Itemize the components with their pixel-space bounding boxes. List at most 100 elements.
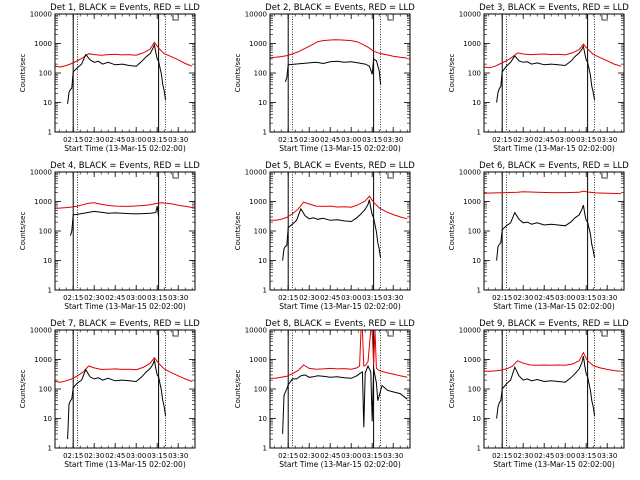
y-tick-label: 10 xyxy=(258,99,267,107)
chart-panel-3: Det 3, BLACK = Events, RED = LLD Counts/s… xyxy=(448,3,629,153)
x-tick-label: 02:15 xyxy=(492,452,512,460)
y-tick-label: 10 xyxy=(258,415,267,423)
x-tick-label: 02:45 xyxy=(534,294,554,302)
events-series-line xyxy=(496,44,596,103)
y-tick-label: 1 xyxy=(48,445,52,453)
y-tick-label: 1 xyxy=(477,129,481,137)
x-tick-label: 03:15 xyxy=(576,452,596,460)
chart-title: Det 9, BLACK = Events, RED = LLD xyxy=(479,319,629,329)
x-tick-label: 03:15 xyxy=(147,294,167,302)
x-tick-label: 03:00 xyxy=(555,452,575,460)
events-series-line xyxy=(69,205,160,236)
chart-title: Det 2, BLACK = Events, RED = LLD xyxy=(265,3,415,13)
chart-title: Det 5, BLACK = Events, RED = LLD xyxy=(265,161,415,171)
chart-panel-1: Det 1, BLACK = Events, RED = LLD Counts/s… xyxy=(19,3,200,153)
x-tick-label: 03:15 xyxy=(576,136,596,144)
events-series-line xyxy=(496,355,596,419)
x-tick-label: 02:15 xyxy=(63,136,83,144)
corner-bracket-mark xyxy=(601,173,608,179)
y-axis-label: Counts/sec xyxy=(448,54,456,93)
y-tick-label: 100 xyxy=(254,70,267,78)
plot-frame xyxy=(54,329,196,449)
y-tick-label: 100 xyxy=(468,228,481,236)
x-tick-label: 03:00 xyxy=(126,136,146,144)
x-tick-label: 02:15 xyxy=(278,136,298,144)
plot-frame xyxy=(483,13,625,133)
y-tick-label: 10 xyxy=(43,257,52,265)
lld-series-line xyxy=(484,190,622,195)
x-tick-label: 02:15 xyxy=(278,294,298,302)
chart-panel-9: Det 9, BLACK = Events, RED = LLD Counts/s… xyxy=(448,319,629,469)
y-tick-label: 1000 xyxy=(34,356,52,364)
x-tick-label: 03:00 xyxy=(341,452,361,460)
lld-series-line xyxy=(55,202,195,209)
x-tick-label: 03:30 xyxy=(383,136,403,144)
x-axis-label: Start Time (13-Mar-15 02:02:00) xyxy=(279,144,401,153)
x-tick-label: 03:15 xyxy=(147,452,167,460)
x-tick-label: 02:30 xyxy=(513,452,533,460)
x-tick-label: 02:15 xyxy=(492,136,512,144)
chart-title: Det 7, BLACK = Events, RED = LLD xyxy=(50,319,200,329)
x-tick-label: 03:00 xyxy=(126,294,146,302)
x-tick-label: 02:30 xyxy=(84,452,104,460)
x-tick-label: 03:30 xyxy=(168,452,188,460)
y-tick-label: 10000 xyxy=(459,11,481,19)
events-series-line xyxy=(496,205,596,261)
y-tick-label: 10000 xyxy=(30,169,52,177)
x-axis-label: Start Time (13-Mar-15 02:02:00) xyxy=(279,302,401,311)
plot-frame xyxy=(269,13,411,133)
y-tick-label: 1 xyxy=(477,287,481,295)
x-tick-label: 02:45 xyxy=(534,452,554,460)
y-axis-label: Counts/sec xyxy=(234,54,242,93)
y-tick-label: 10 xyxy=(472,257,481,265)
y-tick-label: 100 xyxy=(468,386,481,394)
chart-title: Det 4, BLACK = Events, RED = LLD xyxy=(50,161,200,171)
corner-bracket-mark xyxy=(601,15,608,21)
y-tick-label: 100 xyxy=(254,386,267,394)
plot-frame xyxy=(269,171,411,291)
x-axis-label: Start Time (13-Mar-15 02:02:00) xyxy=(493,460,615,469)
y-tick-label: 1000 xyxy=(463,198,481,206)
plot-area xyxy=(55,330,193,448)
x-tick-label: 02:30 xyxy=(84,294,104,302)
x-tick-label: 03:30 xyxy=(597,136,617,144)
plot-area xyxy=(484,172,622,290)
x-tick-label: 02:30 xyxy=(299,294,319,302)
y-tick-label: 10000 xyxy=(245,11,267,19)
y-tick-label: 100 xyxy=(468,70,481,78)
events-series-line xyxy=(282,364,408,434)
x-tick-label: 03:30 xyxy=(168,136,188,144)
x-tick-label: 03:15 xyxy=(362,452,382,460)
corner-bracket-mark xyxy=(172,173,179,179)
x-tick-label: 02:15 xyxy=(63,294,83,302)
plot-frame xyxy=(483,171,625,291)
x-tick-label: 02:15 xyxy=(63,452,83,460)
lld-series-line xyxy=(270,39,408,59)
x-tick-label: 03:30 xyxy=(597,294,617,302)
y-tick-label: 100 xyxy=(39,386,52,394)
corner-bracket-mark xyxy=(172,331,179,337)
plot-area xyxy=(55,172,195,290)
chart-panel-7: Det 7, BLACK = Events, RED = LLD Counts/s… xyxy=(19,319,200,469)
y-tick-label: 10 xyxy=(43,415,52,423)
y-axis-label: Counts/sec xyxy=(234,370,242,409)
x-tick-label: 02:45 xyxy=(105,452,125,460)
x-tick-label: 03:15 xyxy=(147,136,167,144)
plot-frame xyxy=(54,13,196,133)
x-axis-label: Start Time (13-Mar-15 02:02:00) xyxy=(64,302,186,311)
y-tick-label: 1 xyxy=(48,287,52,295)
x-axis-label: Start Time (13-Mar-15 02:02:00) xyxy=(493,144,615,153)
y-axis-label: Counts/sec xyxy=(448,370,456,409)
lld-series-line xyxy=(55,41,193,68)
x-tick-label: 03:15 xyxy=(362,294,382,302)
x-tick-label: 03:00 xyxy=(341,136,361,144)
y-tick-label: 1 xyxy=(263,129,267,137)
events-series-line xyxy=(284,58,382,85)
x-tick-label: 03:00 xyxy=(341,294,361,302)
plot-area xyxy=(484,330,622,448)
lld-series-line xyxy=(55,356,193,383)
chart-panel-4: Det 4, BLACK = Events, RED = LLD Counts/s… xyxy=(19,161,200,311)
plot-area xyxy=(270,330,408,448)
y-tick-label: 1000 xyxy=(34,198,52,206)
